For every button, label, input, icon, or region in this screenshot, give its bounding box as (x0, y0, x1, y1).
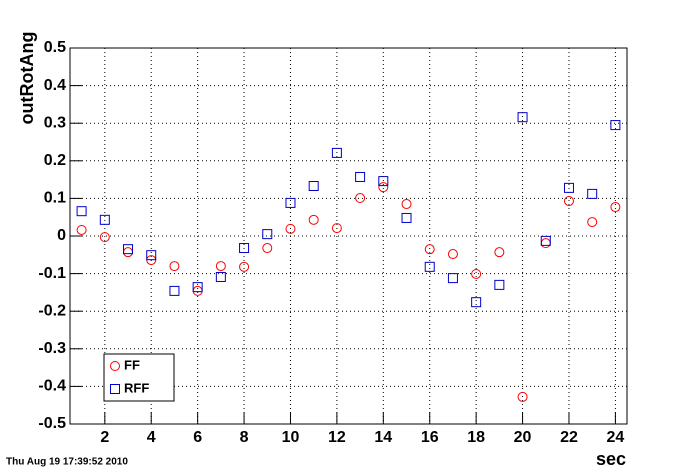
y-tick-label: -0.1 (38, 265, 66, 282)
point (285, 197, 296, 208)
point (517, 391, 528, 402)
point (494, 247, 505, 258)
point (587, 217, 598, 228)
timestamp: Thu Aug 19 17:39:52 2010 (6, 457, 128, 468)
point (169, 285, 180, 296)
x-tick-label: 24 (606, 429, 624, 446)
x-tick-label: 20 (514, 429, 532, 446)
point (517, 112, 528, 123)
x-tick-label: 6 (193, 429, 202, 446)
point (308, 214, 319, 225)
x-tick-label: 18 (467, 429, 485, 446)
y-tick-label: 0.3 (44, 114, 66, 131)
point (262, 229, 273, 240)
point (123, 244, 134, 255)
point (401, 212, 412, 223)
y-tick-label: -0.2 (38, 302, 66, 319)
y-axis-label: outRotAng (17, 32, 37, 125)
point (401, 199, 412, 210)
point (99, 232, 110, 243)
point (563, 182, 574, 193)
point (355, 193, 366, 204)
point (215, 261, 226, 272)
point (76, 224, 87, 235)
point (540, 235, 551, 246)
point (169, 261, 180, 272)
y-tick-label: -0.3 (38, 340, 66, 357)
point (424, 261, 435, 272)
plot-frame (69, 47, 628, 425)
x-tick-label: 8 (240, 429, 249, 446)
point (610, 202, 621, 213)
point (76, 206, 87, 217)
y-tick-label: 0 (57, 227, 66, 244)
x-tick-label: 16 (421, 429, 439, 446)
point (331, 147, 342, 158)
y-tick-label: 0.1 (44, 190, 66, 207)
x-tick-label: 12 (328, 429, 346, 446)
x-tick-label: 2 (100, 429, 109, 446)
point (239, 261, 250, 272)
x-axis-label: sec (596, 449, 626, 469)
point (447, 273, 458, 284)
point (262, 243, 273, 254)
y-tick-label: 0.5 (44, 39, 66, 56)
point (215, 271, 226, 282)
point (308, 180, 319, 191)
point (285, 223, 296, 234)
point (587, 188, 598, 199)
point (239, 243, 250, 254)
point (331, 223, 342, 234)
y-tick-label: 0.4 (44, 77, 66, 94)
point (610, 120, 621, 131)
point (355, 171, 366, 182)
legend-marker (110, 361, 120, 371)
x-tick-label: 4 (147, 429, 156, 446)
point (424, 244, 435, 255)
point (471, 297, 482, 308)
x-tick-label: 22 (560, 429, 578, 446)
point (563, 196, 574, 207)
point (99, 214, 110, 225)
y-tick-label: -0.5 (38, 415, 66, 432)
legend-marker (110, 384, 120, 394)
legend-label: FF (124, 357, 140, 372)
point (378, 176, 389, 187)
point (471, 268, 482, 279)
point (146, 250, 157, 261)
y-tick-label: 0.2 (44, 152, 66, 169)
y-tick-label: -0.4 (38, 378, 66, 395)
x-tick-label: 10 (282, 429, 300, 446)
point (494, 279, 505, 290)
point (378, 182, 389, 193)
point (192, 282, 203, 293)
point (447, 249, 458, 260)
x-tick-label: 14 (374, 429, 392, 446)
legend-label: RFF (124, 380, 149, 395)
